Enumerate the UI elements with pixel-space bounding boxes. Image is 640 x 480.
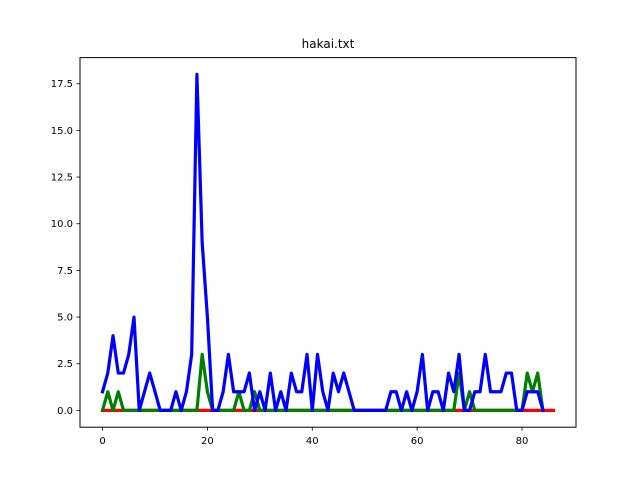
- y-tick-label: 2.5: [57, 359, 73, 370]
- plot-lines: [100, 72, 556, 413]
- y-tick-label: 10.0: [51, 219, 73, 230]
- x-tick-label: 40: [306, 436, 319, 447]
- y-tick-label: 12.5: [51, 173, 73, 184]
- y-axis-ticks: 0.0 2.5 5.0 7.5 10.0 12.5 15.0 17.5: [51, 79, 80, 417]
- chart-title: hakai.txt: [302, 37, 355, 51]
- x-tick-label: 0: [99, 436, 105, 447]
- axes-frame: [79, 57, 577, 428]
- y-tick-label: 0.0: [57, 406, 73, 417]
- series-line-2: [100, 72, 545, 413]
- x-tick-label: 20: [201, 436, 214, 447]
- y-tick-label: 17.5: [51, 79, 73, 90]
- x-tick-label: 80: [516, 436, 529, 447]
- x-tick-label: 60: [411, 436, 424, 447]
- y-tick-label: 15.0: [51, 126, 73, 137]
- y-tick-label: 5.0: [57, 313, 73, 324]
- x-axis-ticks: 0 20 40 60 80: [99, 427, 528, 447]
- y-tick-label: 7.5: [57, 266, 73, 277]
